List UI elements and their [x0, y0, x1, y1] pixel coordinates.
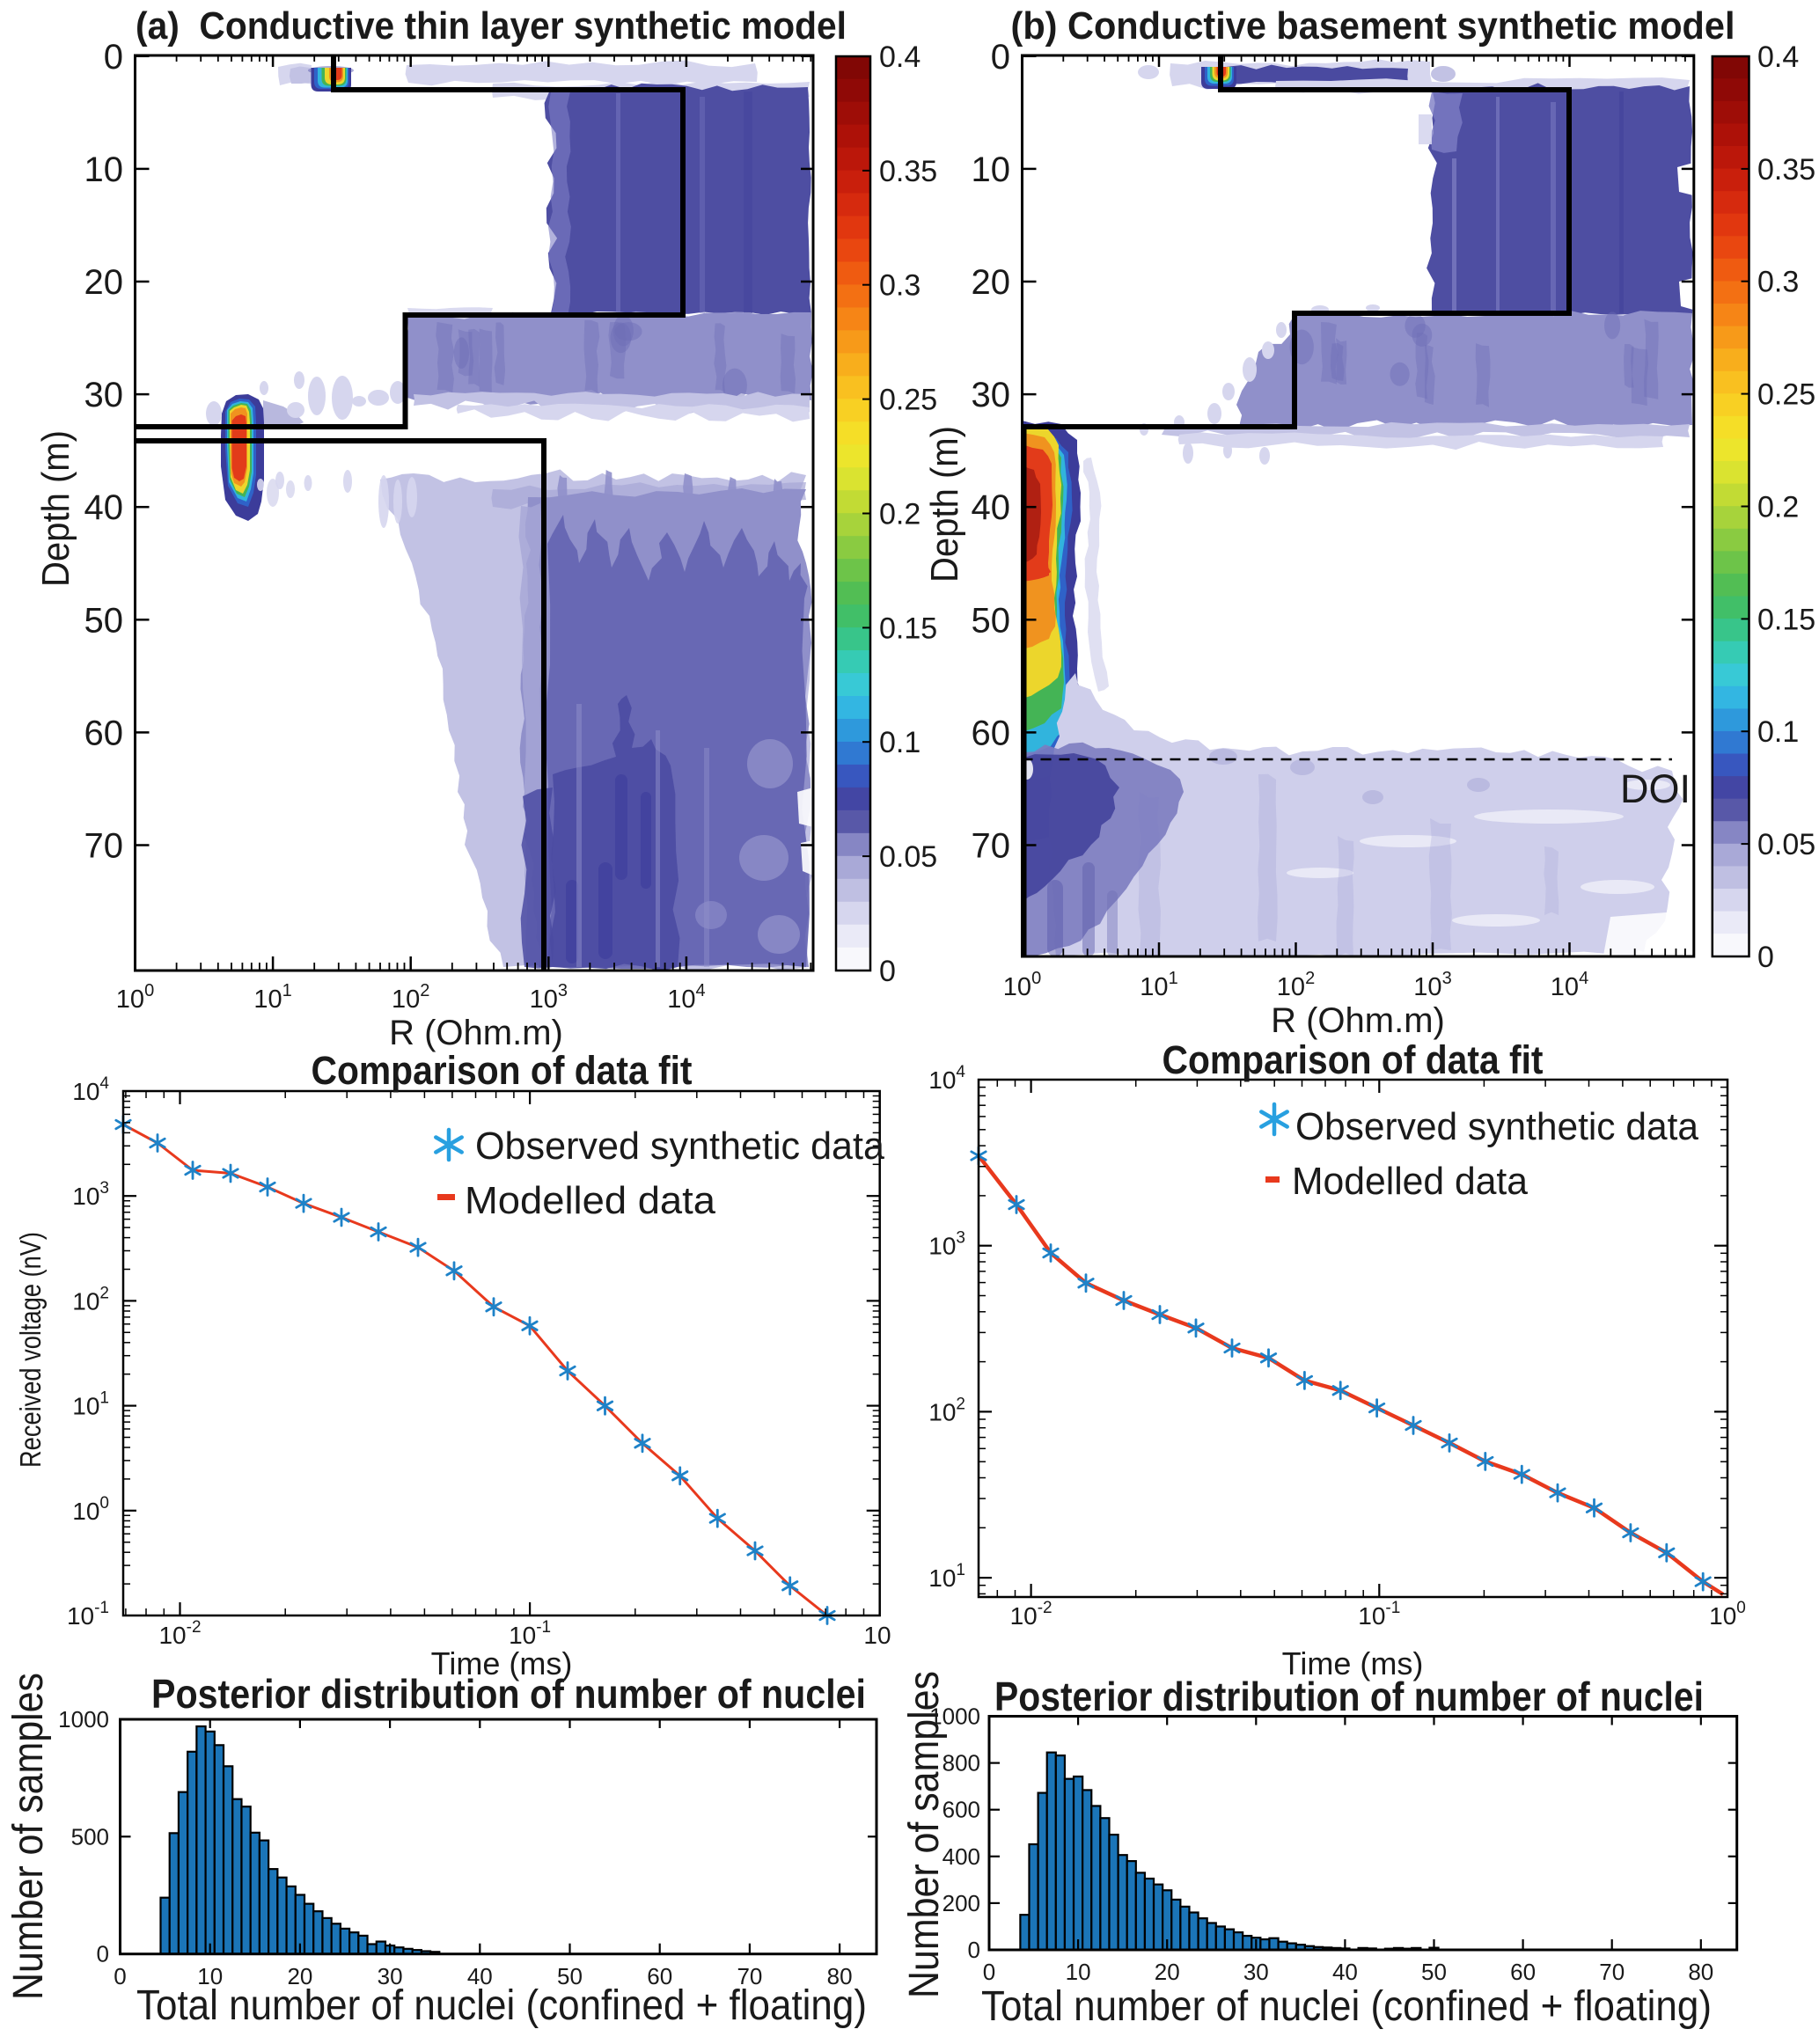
svg-text:103: 103	[928, 1229, 965, 1260]
svg-text:600: 600	[943, 1797, 980, 1823]
svg-text:20: 20	[972, 263, 1011, 302]
svg-text:50: 50	[84, 601, 124, 640]
svg-text:0.2: 0.2	[879, 498, 921, 531]
svg-text:70: 70	[1599, 1959, 1625, 1985]
svg-text:104: 104	[72, 1074, 109, 1105]
svg-text:20: 20	[84, 263, 124, 302]
svg-text:10: 10	[84, 150, 124, 189]
svg-text:0.05: 0.05	[1757, 828, 1815, 861]
svg-text:0: 0	[879, 955, 896, 988]
svg-text:103: 103	[530, 981, 568, 1014]
svg-text:0.3: 0.3	[879, 269, 921, 303]
svg-text:0: 0	[968, 1937, 980, 1963]
svg-text:30: 30	[972, 376, 1011, 414]
svg-text:Received voltage (nV): Received voltage (nV)	[14, 1232, 47, 1468]
svg-text:DOI: DOI	[1620, 766, 1691, 811]
svg-text:Total number of nuclei (confin: Total number of nuclei (confined + float…	[136, 1982, 867, 2029]
svg-text:0.15: 0.15	[1757, 603, 1815, 636]
svg-text:80: 80	[1688, 1959, 1713, 1985]
svg-text:50: 50	[972, 601, 1011, 640]
svg-text:10: 10	[197, 1963, 223, 1989]
svg-text:0.1: 0.1	[1757, 715, 1799, 749]
svg-text:0.35: 0.35	[879, 155, 937, 188]
svg-text:60: 60	[84, 714, 124, 752]
svg-text:0.4: 0.4	[879, 40, 921, 74]
svg-text:Posterior distribution of numb: Posterior distribution of number of nucl…	[151, 1671, 866, 1717]
svg-text:R (Ohm.m): R (Ohm.m)	[1271, 1001, 1445, 1040]
svg-text:60: 60	[972, 714, 1011, 752]
svg-text:0.35: 0.35	[1757, 153, 1815, 187]
svg-text:Depth (m): Depth (m)	[34, 430, 77, 587]
svg-text:20: 20	[1155, 1959, 1180, 1985]
svg-text:30: 30	[378, 1963, 403, 1989]
svg-text:Observed synthetic data: Observed synthetic data	[475, 1125, 885, 1168]
svg-text:0: 0	[97, 1941, 109, 1967]
svg-text:(a) Conductive thin layer syn: (a) Conductive thin layer synthetic mode…	[136, 4, 847, 48]
svg-text:30: 30	[84, 376, 124, 414]
svg-text:40: 40	[467, 1963, 493, 1989]
svg-text:30: 30	[1243, 1959, 1269, 1985]
svg-text:Number of samples: Number of samples	[5, 1673, 52, 2000]
svg-text:Observed synthetic data: Observed synthetic data	[1295, 1105, 1699, 1148]
svg-text:40: 40	[972, 488, 1011, 527]
svg-text:800: 800	[943, 1750, 980, 1777]
svg-text:1000: 1000	[929, 1703, 980, 1730]
svg-text:10: 10	[972, 150, 1011, 189]
svg-text:70: 70	[84, 827, 124, 866]
svg-text:50: 50	[557, 1963, 583, 1989]
svg-text:60: 60	[647, 1963, 672, 1989]
svg-text:70: 70	[972, 827, 1011, 866]
svg-text:Number of samples: Number of samples	[901, 1671, 948, 1998]
svg-text:400: 400	[943, 1843, 980, 1870]
svg-text:Comparison of data fit: Comparison of data fit	[312, 1048, 693, 1093]
svg-text:100: 100	[1709, 1599, 1746, 1630]
svg-text:Total number of nuclei (confin: Total number of nuclei (confined + float…	[981, 1983, 1712, 2030]
svg-text:Modelled data: Modelled data	[465, 1179, 716, 1222]
svg-text:200: 200	[943, 1890, 980, 1916]
svg-text:10: 10	[1066, 1959, 1091, 1985]
svg-text:0.15: 0.15	[879, 612, 937, 645]
svg-text:40: 40	[84, 488, 124, 527]
svg-text:0.05: 0.05	[879, 840, 937, 874]
svg-text:(b) Conductive basement synthe: (b) Conductive basement synthetic model	[1011, 4, 1735, 48]
svg-text:0.25: 0.25	[879, 384, 937, 417]
svg-text:Comparison of data fit: Comparison of data fit	[1163, 1037, 1544, 1082]
svg-text:R (Ohm.m): R (Ohm.m)	[389, 1014, 563, 1052]
svg-text:0: 0	[114, 1963, 126, 1989]
svg-text:80: 80	[827, 1963, 853, 1989]
svg-text:0.4: 0.4	[1757, 40, 1799, 74]
svg-text:0.1: 0.1	[879, 726, 921, 759]
svg-text:0.25: 0.25	[1757, 378, 1815, 412]
svg-text:500: 500	[71, 1823, 109, 1850]
svg-text:0.3: 0.3	[1757, 266, 1799, 299]
svg-text:60: 60	[1510, 1959, 1536, 1985]
svg-text:40: 40	[1332, 1959, 1358, 1985]
svg-text:20: 20	[287, 1963, 312, 1989]
svg-text:0: 0	[991, 38, 1010, 77]
svg-text:50: 50	[1421, 1959, 1447, 1985]
svg-text:Time (ms): Time (ms)	[1282, 1645, 1424, 1681]
svg-text:0.2: 0.2	[1757, 491, 1799, 524]
svg-text:10: 10	[863, 1622, 891, 1649]
svg-text:Time (ms): Time (ms)	[431, 1645, 573, 1681]
svg-text:Modelled data: Modelled data	[1292, 1160, 1529, 1203]
svg-text:Depth (m): Depth (m)	[923, 426, 966, 582]
svg-text:0: 0	[1757, 941, 1774, 974]
svg-text:1000: 1000	[58, 1706, 109, 1733]
svg-text:Posterior distribution of numb: Posterior distribution of number of nucl…	[994, 1674, 1704, 1719]
svg-text:0: 0	[104, 38, 123, 77]
svg-text:70: 70	[737, 1963, 762, 1989]
svg-text:0: 0	[983, 1959, 995, 1985]
